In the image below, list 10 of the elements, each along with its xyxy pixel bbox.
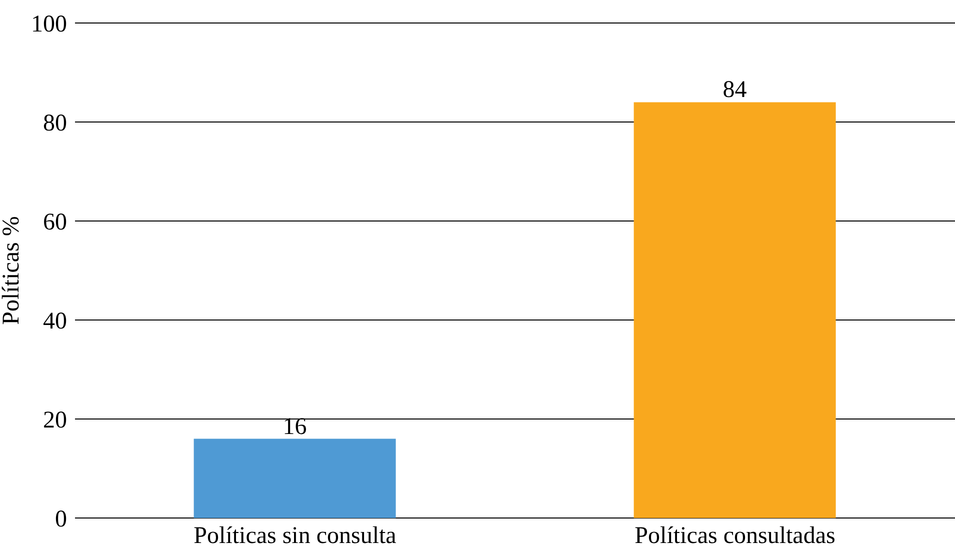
y-axis-title: Políticas % (0, 216, 25, 325)
y-tick-label: 0 (55, 506, 67, 533)
y-tick-label: 40 (43, 308, 67, 335)
y-tick-label: 20 (43, 408, 67, 434)
x-tick-label: Políticas consultadas (634, 523, 836, 550)
y-tick-label: 100 (31, 12, 67, 38)
y-tick-label: 80 (43, 110, 67, 137)
x-tick-label: Políticas sin consulta (194, 523, 397, 550)
data-label: 84 (722, 77, 747, 104)
y-tick-label: 60 (43, 210, 67, 236)
